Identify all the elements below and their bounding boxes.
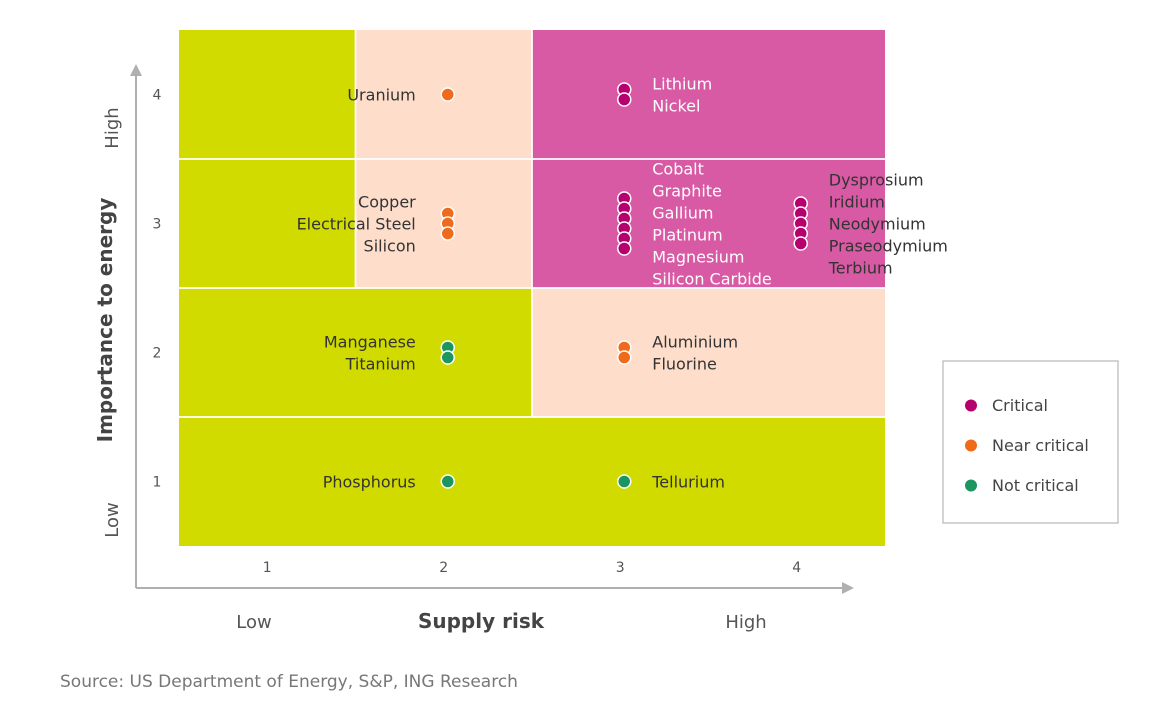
y-tick-label: 2 [153, 346, 162, 362]
x-high-label: High [725, 612, 766, 633]
y-high-label: High [102, 107, 123, 148]
point-label: Electrical Steel [297, 215, 416, 234]
zone-green [179, 417, 885, 546]
zone-green [179, 30, 356, 159]
point [440, 87, 455, 102]
point-label: Platinum [652, 226, 722, 245]
point [793, 236, 808, 251]
point-label: Silicon [364, 237, 416, 256]
point [440, 474, 455, 489]
legend-swatch [965, 399, 977, 412]
y-axis-title: Importance to energy [93, 198, 117, 443]
y-tick-label: 4 [153, 88, 162, 104]
point [440, 350, 455, 365]
x-tick-label: 3 [616, 560, 625, 576]
point [617, 350, 632, 365]
point-label: Copper [358, 193, 416, 212]
y-low-label: Low [102, 502, 123, 537]
point-label: Dysprosium [829, 171, 924, 190]
point-label: Uranium [347, 86, 415, 105]
point-label: Gallium [652, 204, 713, 223]
source-note: Source: US Department of Energy, S&P, IN… [60, 672, 518, 692]
point-label: Praseodymium [829, 237, 948, 256]
point-label: Silicon Carbide [652, 270, 771, 289]
x-low-label: Low [236, 612, 271, 633]
y-tick-label: 1 [153, 475, 162, 491]
x-axis-arrow [842, 582, 854, 594]
point-label: Titanium [345, 355, 416, 374]
x-tick-label: 1 [263, 560, 272, 576]
point-label: Terbium [828, 259, 893, 278]
point [617, 92, 632, 107]
zone-green [179, 159, 356, 288]
legend-swatch [965, 439, 977, 452]
y-axis-arrow [130, 64, 142, 76]
point-label: Fluorine [652, 355, 717, 374]
point [440, 226, 455, 241]
point-label: Tellurium [651, 473, 725, 492]
point-label: Cobalt [652, 160, 704, 179]
legend-swatch [965, 479, 977, 492]
zone-peach [532, 288, 885, 417]
point-label: Graphite [652, 182, 722, 201]
zone-pink [532, 159, 885, 288]
y-tick-label: 3 [153, 217, 162, 233]
point [617, 241, 632, 256]
legend-label: Near critical [992, 436, 1089, 455]
point-label: Aluminium [652, 333, 738, 352]
legend-label: Critical [992, 396, 1048, 415]
zone-green [179, 288, 532, 417]
point-label: Magnesium [652, 248, 744, 267]
x-tick-label: 2 [439, 560, 448, 576]
point-label: Manganese [324, 333, 416, 352]
legend-label: Not critical [992, 476, 1079, 495]
x-tick-label: 4 [792, 560, 801, 576]
point-label: Neodymium [829, 215, 926, 234]
point-label: Lithium [652, 75, 712, 94]
point-label: Phosphorus [323, 473, 416, 492]
point-label: Nickel [652, 97, 700, 116]
point [617, 474, 632, 489]
x-axis-title: Supply risk [418, 609, 545, 633]
point-label: Iridium [829, 193, 885, 212]
zone-pink [532, 30, 885, 159]
